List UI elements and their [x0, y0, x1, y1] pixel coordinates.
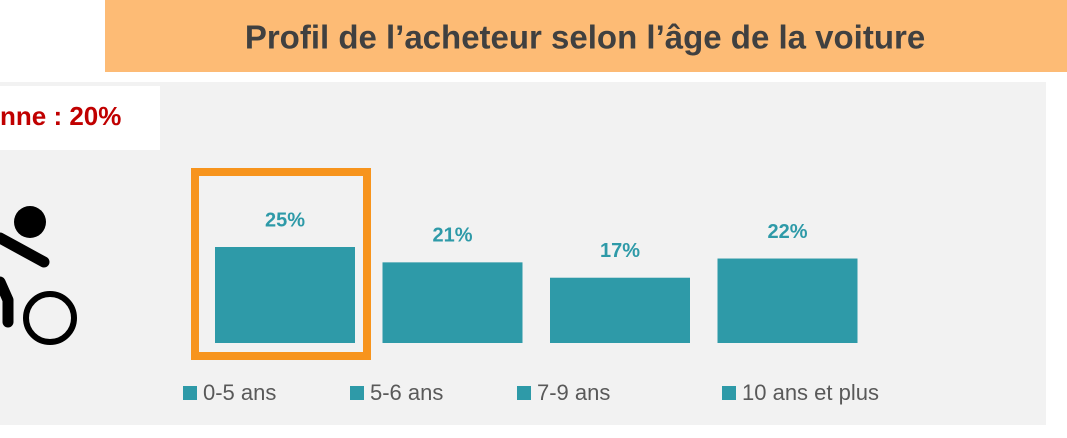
cyclist-icon [0, 206, 77, 345]
bar [215, 247, 355, 343]
data-label: 17% [600, 240, 640, 262]
bar [550, 277, 690, 343]
data-label: 21% [432, 225, 472, 247]
title-band [105, 0, 1067, 72]
legend-swatch [517, 386, 531, 400]
data-label: 22% [767, 221, 807, 243]
data-label: 25% [265, 209, 305, 231]
annotation-box [0, 86, 160, 150]
bar [382, 262, 523, 343]
legend-label: 10 ans et plus [742, 380, 879, 405]
legend-swatch [350, 386, 364, 400]
chart-title: Profil de l’acheteur selon l’âge de la v… [245, 19, 925, 56]
bar [717, 258, 858, 343]
legend-swatch [722, 386, 736, 400]
legend-swatch [183, 386, 197, 400]
highlight-box [191, 168, 371, 360]
legend-label: 5-6 ans [370, 380, 443, 405]
legend-label: 7-9 ans [537, 380, 610, 405]
annotation: nne : 20% [0, 101, 121, 131]
legend-label: 0-5 ans [203, 380, 276, 405]
panel [0, 82, 1046, 425]
